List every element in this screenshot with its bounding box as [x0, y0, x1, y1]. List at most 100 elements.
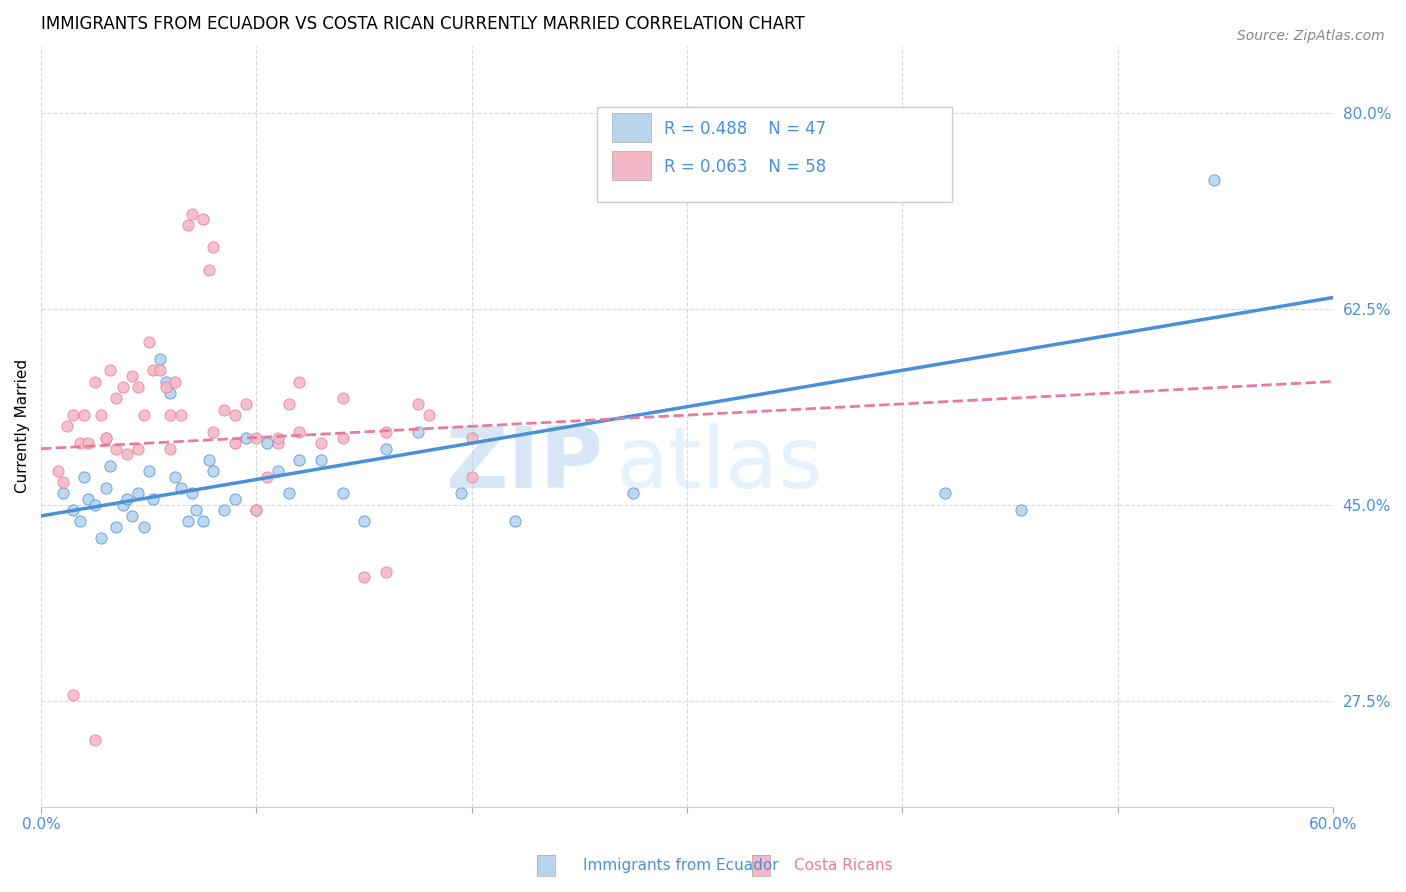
Point [94, 430, 117, 444]
FancyBboxPatch shape [596, 106, 952, 202]
Point [180, 486, 202, 500]
Point [1204, 173, 1226, 187]
Point [191, 515, 214, 529]
Point [184, 503, 207, 517]
Point [418, 408, 440, 422]
Point [180, 206, 202, 220]
Point [202, 464, 225, 478]
Point [374, 442, 396, 456]
Point [94, 481, 117, 495]
Text: Immigrants from Ecuador: Immigrants from Ecuador [583, 858, 779, 872]
Point [111, 380, 134, 394]
Point [224, 408, 246, 422]
Point [245, 503, 267, 517]
Point [934, 486, 956, 500]
FancyBboxPatch shape [612, 113, 651, 143]
Point [450, 486, 472, 500]
Point [332, 486, 354, 500]
Point [176, 218, 198, 232]
Text: ZIP: ZIP [446, 423, 603, 506]
Point [134, 520, 156, 534]
Point [621, 486, 644, 500]
Point [224, 492, 246, 507]
Point [94, 430, 117, 444]
Point [84, 375, 107, 389]
Point [267, 430, 290, 444]
Point [90, 531, 112, 545]
Point [332, 392, 354, 406]
Text: Costa Ricans: Costa Ricans [794, 858, 893, 872]
Point [245, 503, 267, 517]
Point [267, 464, 290, 478]
Point [121, 368, 143, 383]
Point [121, 508, 143, 523]
Point [148, 363, 170, 377]
Point [406, 397, 429, 411]
Text: R = 0.488    N = 47: R = 0.488 N = 47 [664, 120, 825, 138]
Point [73, 408, 96, 422]
Text: Source: ZipAtlas.com: Source: ZipAtlas.com [1237, 29, 1385, 43]
Point [224, 436, 246, 450]
Point [155, 380, 177, 394]
Point [406, 425, 429, 439]
Point [202, 425, 225, 439]
Point [198, 262, 221, 277]
Point [127, 442, 149, 456]
Point [138, 464, 160, 478]
Point [142, 363, 165, 377]
Point [163, 375, 186, 389]
Point [115, 447, 138, 461]
Point [245, 430, 267, 444]
Point [69, 515, 91, 529]
Point [256, 469, 278, 483]
Point [309, 436, 332, 450]
Point [1010, 503, 1032, 517]
Point [460, 469, 482, 483]
Point [62, 503, 84, 517]
Point [111, 498, 134, 512]
Point [288, 453, 311, 467]
Point [84, 732, 107, 747]
Point [256, 436, 278, 450]
Point [277, 397, 299, 411]
Point [212, 402, 235, 417]
Point [163, 469, 186, 483]
Text: R = 0.063    N = 58: R = 0.063 N = 58 [664, 159, 825, 177]
Point [73, 469, 96, 483]
Point [134, 408, 156, 422]
Point [105, 392, 128, 406]
Point [288, 375, 311, 389]
Point [309, 453, 332, 467]
Point [191, 212, 214, 227]
Point [212, 503, 235, 517]
Point [62, 408, 84, 422]
Point [353, 570, 375, 584]
Point [69, 436, 91, 450]
Point [353, 515, 375, 529]
Point [155, 375, 177, 389]
Text: atlas: atlas [616, 423, 824, 506]
Point [127, 380, 149, 394]
Point [77, 436, 100, 450]
Point [159, 385, 181, 400]
Point [84, 498, 107, 512]
Point [142, 492, 165, 507]
Point [56, 419, 79, 434]
Point [159, 442, 181, 456]
Point [374, 425, 396, 439]
Point [98, 363, 121, 377]
Point [460, 430, 482, 444]
Point [90, 408, 112, 422]
Point [46, 464, 69, 478]
Point [202, 240, 225, 254]
Point [115, 492, 138, 507]
Y-axis label: Currently Married: Currently Married [15, 359, 30, 493]
Point [332, 430, 354, 444]
Point [159, 408, 181, 422]
Point [148, 352, 170, 367]
Point [127, 486, 149, 500]
Point [105, 520, 128, 534]
Point [198, 453, 221, 467]
Point [503, 515, 526, 529]
Point [267, 436, 290, 450]
